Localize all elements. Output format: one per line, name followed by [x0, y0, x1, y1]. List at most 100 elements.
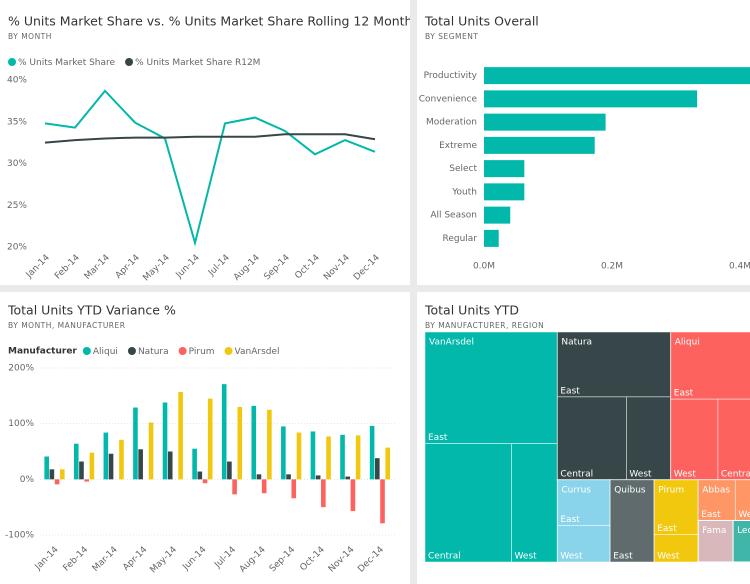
treemap-cell-label: East — [657, 524, 677, 534]
treemap-cell — [626, 396, 672, 481]
bar — [227, 461, 232, 480]
treemap-cell — [556, 479, 611, 526]
bar — [484, 67, 750, 85]
x-tick-label: 0.2M — [601, 262, 623, 272]
y-tick-label: 30% — [7, 159, 27, 169]
treemap-group-label: Quibus — [614, 485, 646, 495]
bar — [59, 469, 65, 480]
legend-label: % Units Market Share — [18, 58, 116, 68]
treemap-cell-label: West — [738, 510, 750, 520]
bar — [192, 448, 197, 480]
treemap-cell — [609, 479, 655, 563]
treemap-cell — [556, 331, 672, 398]
chart-title: Total Units YTD Variance % — [7, 303, 176, 318]
treemap-cell — [670, 398, 719, 481]
y-tick-label: All Season — [430, 211, 477, 221]
treemap-group-label: Pirum — [658, 485, 684, 495]
bar — [484, 206, 511, 224]
bar — [84, 479, 89, 482]
treemap-cell — [697, 479, 736, 521]
treemap-cell-label: Central — [721, 469, 750, 479]
y-tick-label: 100% — [8, 419, 34, 429]
bar — [296, 432, 302, 480]
panel — [0, 292, 410, 584]
chart-subtitle: BY MONTH, MANUFACTURER — [8, 321, 125, 330]
treemap-cell — [717, 398, 750, 481]
treemap-cell — [653, 479, 699, 536]
treemap-cell-label: West — [515, 552, 538, 562]
y-tick-label: 25% — [7, 201, 27, 211]
bar — [291, 479, 297, 499]
bar — [207, 398, 213, 480]
bar — [73, 443, 79, 480]
treemap-cell-label: East — [560, 515, 580, 525]
treemap-group-label: Leo — [737, 526, 750, 536]
treemap-cell-label: East — [701, 510, 721, 520]
y-tick-label: 20% — [7, 243, 27, 253]
bar — [49, 469, 55, 480]
bar — [484, 229, 499, 247]
bar — [237, 406, 243, 480]
bar — [202, 479, 208, 484]
bar — [340, 434, 345, 480]
legend-marker — [127, 347, 136, 355]
treemap-group-label: Currus — [561, 485, 591, 495]
chart-title: % Units Market Share vs. % Units Market … — [8, 14, 419, 29]
y-tick-label: 40% — [7, 76, 27, 86]
treemap-cell — [653, 534, 699, 563]
chart-subtitle: BY MANUFACTURER, REGION — [425, 321, 544, 330]
bar — [44, 456, 49, 480]
y-tick-label: Convenience — [419, 94, 478, 104]
bar — [256, 474, 262, 480]
bar — [167, 451, 173, 480]
chart-title: Total Units YTD — [424, 303, 519, 318]
legend-marker — [8, 58, 16, 66]
bar — [261, 479, 267, 494]
bar — [310, 431, 316, 480]
bar — [286, 474, 291, 480]
bar — [385, 447, 391, 480]
bar — [315, 475, 321, 480]
treemap-cell — [734, 479, 750, 521]
treemap-cell — [424, 443, 512, 563]
bar — [197, 471, 203, 480]
bar — [380, 479, 385, 524]
bar — [484, 136, 595, 154]
legend-marker — [82, 347, 91, 355]
bar — [108, 453, 114, 480]
bar — [138, 449, 143, 480]
treemap-cell-label: Central — [428, 552, 461, 562]
bar — [321, 479, 326, 508]
treemap-chart: Total Units YTD BY MANUFACTURER, REGION Ea… — [424, 303, 750, 563]
bar — [281, 426, 286, 480]
bar — [162, 402, 168, 480]
treemap-cell-label: West — [657, 552, 680, 562]
chart-subtitle: BY MONTH — [8, 32, 52, 41]
bar — [484, 113, 606, 131]
chart-title: Total Units Overall — [424, 14, 539, 29]
bar — [484, 183, 525, 201]
legend-label: VanArsdel — [235, 347, 280, 357]
bar — [251, 405, 257, 480]
legend-title: Manufacturer — [8, 347, 77, 357]
bar — [484, 90, 698, 108]
y-tick-label: Extreme — [439, 141, 477, 151]
treemap-cell-label: East — [560, 386, 580, 396]
bar — [369, 425, 375, 480]
treemap-cell-label: West — [629, 469, 652, 479]
treemap-group-label: Natura — [561, 338, 592, 348]
bar — [54, 479, 60, 485]
bar — [484, 160, 525, 178]
x-tick-label: 0.4M — [729, 262, 750, 272]
bar — [133, 407, 138, 480]
treemap-cell-label: East — [613, 552, 633, 562]
bar — [375, 458, 380, 480]
legend-label: Aliqui — [93, 347, 118, 357]
treemap-group-label: Fama — [702, 526, 726, 536]
treemap-cell — [732, 519, 750, 563]
treemap-cell — [424, 331, 558, 444]
bar-chart: Total Units Overall BY SEGMENT 0.0M 0.2M 0.4… — [419, 14, 750, 272]
bar — [232, 479, 237, 495]
treemap-cell-label: West — [674, 469, 697, 479]
treemap-cell — [556, 396, 627, 481]
